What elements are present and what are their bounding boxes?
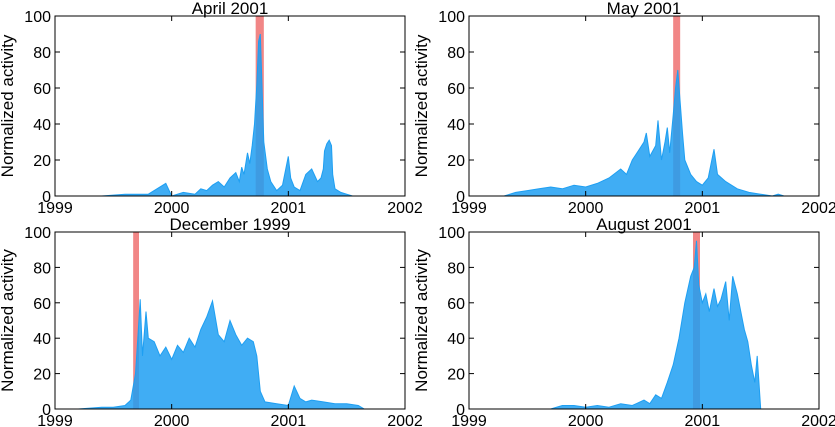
- chart-title: December 1999: [170, 215, 291, 234]
- y-tick-label: 100: [438, 9, 465, 26]
- chart-title: May 2001: [607, 0, 682, 18]
- x-tick-label: 2002: [801, 413, 835, 427]
- chart-panel-3: 1999 2000 2001 2002 0 20 40 60 80 100 December 199…: [0, 215, 423, 427]
- x-tick-label: 2000: [154, 200, 190, 217]
- x-tick-label: 2000: [568, 413, 604, 427]
- y-tick-label: 20: [447, 367, 465, 384]
- x-tick-label: 1999: [451, 200, 487, 217]
- x-tick-label: 1999: [37, 413, 73, 427]
- plot-frame: [468, 15, 820, 197]
- x-tick-label: 2001: [271, 413, 307, 427]
- y-axis-label: Normalized activity: [0, 249, 17, 392]
- y-tick-label: 20: [447, 153, 465, 170]
- y-tick-label: 80: [33, 45, 51, 62]
- y-tick-label: 0: [42, 189, 51, 206]
- chart-title: August 2001: [596, 215, 691, 234]
- highlight-band: [133, 232, 139, 409]
- y-tick-label: 40: [447, 117, 465, 134]
- y-tick-label: 80: [447, 260, 465, 277]
- y-tick-label: 60: [447, 81, 465, 98]
- x-tick-label: 1999: [451, 413, 487, 427]
- chart-panel-1: 1999 2000 2001 2002 0 20 40 60 80 100 April 2001 No…: [0, 0, 423, 217]
- y-tick-label: 100: [24, 225, 51, 242]
- y-tick-label: 40: [33, 331, 51, 348]
- x-tick-label: 2002: [387, 200, 423, 217]
- activity-series: [101, 33, 353, 197]
- x-tick-label: 2001: [271, 200, 307, 217]
- y-tick-label: 100: [438, 225, 465, 242]
- y-tick-label: 0: [456, 402, 465, 419]
- x-tick-label: 2002: [801, 200, 835, 217]
- x-tick-label: 2000: [154, 413, 190, 427]
- y-tick-label: 0: [456, 189, 465, 206]
- y-axis-label: Normalized activity: [412, 34, 431, 177]
- y-tick-label: 20: [33, 367, 51, 384]
- chart-title: April 2001: [192, 0, 269, 18]
- plot-frame: [54, 15, 406, 197]
- y-tick-label: 80: [33, 260, 51, 277]
- y-tick-label: 40: [447, 331, 465, 348]
- y-tick-label: 100: [24, 9, 51, 26]
- activity-series: [78, 299, 367, 410]
- y-tick-label: 60: [33, 81, 51, 98]
- y-tick-label: 20: [33, 153, 51, 170]
- x-tick-label: 2001: [685, 200, 721, 217]
- chart-panel-4: 1999 2000 2001 2002 0 20 40 60 80 100 August 2001 N…: [412, 215, 835, 427]
- y-tick-label: 80: [447, 45, 465, 62]
- x-tick-label: 2000: [568, 200, 604, 217]
- x-tick-label: 2001: [685, 413, 721, 427]
- x-tick-label: 2002: [387, 413, 423, 427]
- y-tick-label: 60: [447, 296, 465, 313]
- plot-frame: [468, 231, 820, 410]
- y-tick-label: 60: [33, 296, 51, 313]
- y-tick-label: 40: [33, 117, 51, 134]
- activity-series: [550, 240, 762, 410]
- y-tick-label: 0: [42, 402, 51, 419]
- chart-panel-2: 1999 2000 2001 2002 0 20 40 60 80 100 May 2001 Norm…: [412, 0, 835, 217]
- activity-series: [503, 69, 785, 197]
- plot-frame: [54, 231, 406, 410]
- y-axis-label: Normalized activity: [412, 249, 431, 392]
- x-tick-label: 1999: [37, 200, 73, 217]
- y-axis-label: Normalized activity: [0, 34, 17, 177]
